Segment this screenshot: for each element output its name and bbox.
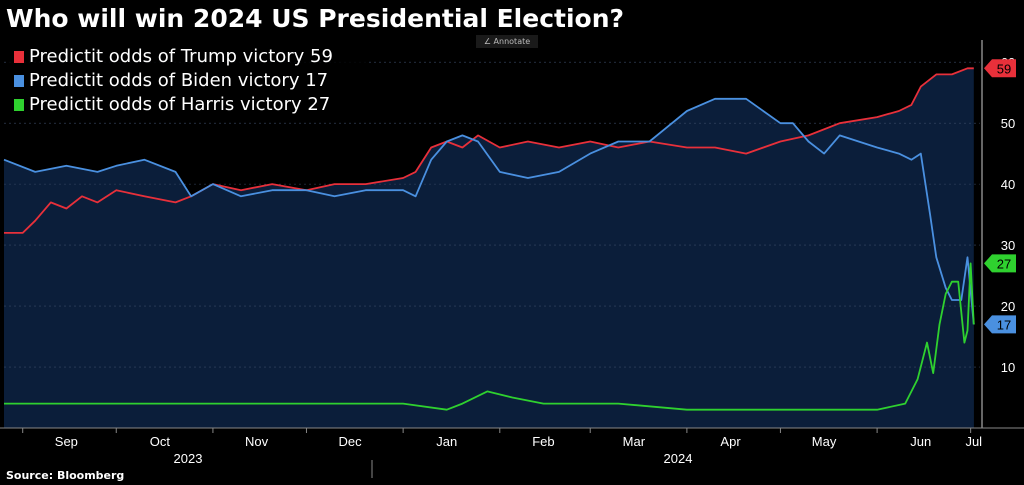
x-tick-label-jun: Jun bbox=[910, 434, 931, 449]
legend-label-harris: Predictit odds of Harris victory 27 bbox=[29, 94, 330, 115]
end-value-label-trump: 59 bbox=[997, 61, 1011, 76]
x-tick-label-sep: Sep bbox=[55, 434, 78, 449]
x-tick-label-feb: Feb bbox=[532, 434, 554, 449]
source-note: Source: Bloomberg bbox=[6, 469, 125, 482]
end-value-tag-harris bbox=[984, 254, 1016, 273]
legend-box bbox=[6, 41, 368, 119]
series-line-biden bbox=[3, 97, 975, 325]
x-tick-label-oct: Oct bbox=[150, 434, 171, 449]
x-tick-label-apr: Apr bbox=[720, 434, 741, 449]
end-value-label-harris: 27 bbox=[997, 256, 1011, 271]
chart-title: Who will win 2024 US Presidential Electi… bbox=[6, 4, 625, 33]
year-label-2023: 2023 bbox=[174, 451, 203, 466]
series-line-trump bbox=[4, 67, 974, 234]
y-tick-label-20: 20 bbox=[1001, 299, 1015, 314]
annotate-button[interactable]: ∠ Annotate bbox=[476, 35, 538, 48]
y-tick-label-30: 30 bbox=[1001, 238, 1015, 253]
series-line-harris bbox=[4, 262, 975, 411]
x-tick-label-nov: Nov bbox=[245, 434, 269, 449]
legend-swatch-trump bbox=[14, 51, 24, 63]
x-tick-label-mar: Mar bbox=[623, 434, 646, 449]
x-tick-label-may: May bbox=[812, 434, 837, 449]
y-tick-label-10: 10 bbox=[1001, 360, 1015, 375]
legend-swatch-harris bbox=[14, 99, 24, 111]
end-value-label-biden: 17 bbox=[997, 317, 1011, 332]
biden-area-fill bbox=[4, 98, 974, 429]
legend-swatch-biden bbox=[14, 75, 24, 87]
legend-label-biden: Predictit odds of Biden victory 17 bbox=[29, 70, 328, 91]
y-tick-label-50: 50 bbox=[1001, 116, 1015, 131]
end-value-tag-biden bbox=[984, 315, 1016, 334]
y-tick-label-40: 40 bbox=[1001, 177, 1015, 192]
x-tick-label-jan: Jan bbox=[436, 434, 457, 449]
x-tick-label-dec: Dec bbox=[339, 434, 363, 449]
legend-label-trump: Predictit odds of Trump victory 59 bbox=[29, 46, 333, 67]
end-value-tag-trump bbox=[984, 59, 1016, 78]
x-tick-label-jul: Jul bbox=[965, 434, 982, 449]
year-label-2024: 2024 bbox=[664, 451, 693, 466]
